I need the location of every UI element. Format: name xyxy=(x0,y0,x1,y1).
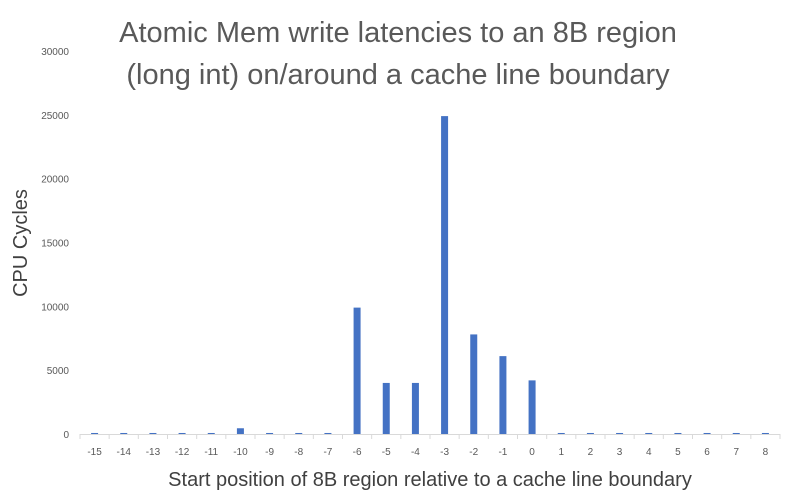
chart-title-line-2: (long int) on/around a cache line bounda… xyxy=(126,59,670,91)
bar xyxy=(528,380,536,434)
bar xyxy=(586,432,594,434)
y-tick-label: 0 xyxy=(63,430,69,441)
x-tick-label: -7 xyxy=(323,447,332,458)
x-tick-label: -13 xyxy=(146,447,161,458)
bar xyxy=(324,432,332,434)
chart-title-line-1: Atomic Mem write latencies to an 8B regi… xyxy=(119,17,677,49)
y-tick-label: 20000 xyxy=(41,175,69,186)
x-tick-label: -4 xyxy=(411,447,420,458)
x-tick-label: 1 xyxy=(558,447,564,458)
bar xyxy=(178,432,186,434)
x-tick-label: 4 xyxy=(646,447,652,458)
x-tick-label: 7 xyxy=(733,447,739,458)
bar xyxy=(441,116,449,435)
x-tick-label: -2 xyxy=(469,447,478,458)
x-axis-title: Start position of 8B region relative to … xyxy=(168,469,692,491)
x-tick-label: -1 xyxy=(498,447,507,458)
x-tick-label: -11 xyxy=(204,447,218,458)
x-tick-label: 8 xyxy=(763,447,769,458)
x-tick-label: -5 xyxy=(382,447,391,458)
bar xyxy=(295,432,303,434)
y-tick-label: 25000 xyxy=(41,111,69,122)
bar xyxy=(91,432,99,434)
bar-series xyxy=(91,116,769,435)
bar xyxy=(557,432,565,434)
x-tick-label: -6 xyxy=(353,447,362,458)
bar xyxy=(674,432,682,434)
x-tick-label: 6 xyxy=(704,447,710,458)
y-axis-ticks: 0 5000 10000 15000 20000 25000 30000 xyxy=(41,47,69,441)
x-tick-label: 2 xyxy=(588,447,594,458)
x-tick-label: 3 xyxy=(617,447,623,458)
y-tick-label: 10000 xyxy=(41,302,69,313)
y-axis-title: CPU Cycles xyxy=(10,189,32,297)
x-tick-label: 5 xyxy=(675,447,681,458)
x-axis-ticks: -15 -14 -13 -12 -11 -10 -9 -8 -7 -6 -5 -4 -3 -2 -1 0 1 2 3… xyxy=(79,434,781,458)
bar xyxy=(236,428,244,434)
bar xyxy=(761,432,769,434)
bar xyxy=(470,334,478,434)
bar xyxy=(266,432,274,434)
bar xyxy=(732,432,740,434)
bar xyxy=(616,432,624,434)
bar xyxy=(703,432,711,434)
x-tick-label: -15 xyxy=(87,447,102,458)
bar xyxy=(645,432,653,434)
y-tick-label: 30000 xyxy=(41,47,69,58)
x-tick-label: -14 xyxy=(117,447,132,458)
bar xyxy=(207,432,215,434)
x-tick-label: -12 xyxy=(175,447,190,458)
bar xyxy=(149,432,157,434)
x-tick-label: 0 xyxy=(529,447,535,458)
x-tick-label: -3 xyxy=(440,447,449,458)
x-tick-label: -10 xyxy=(233,447,248,458)
y-tick-label: 5000 xyxy=(47,366,70,377)
bar xyxy=(353,307,361,434)
bar xyxy=(411,382,419,434)
x-tick-label: -8 xyxy=(294,447,303,458)
bar xyxy=(120,432,128,434)
x-tick-label: -9 xyxy=(265,447,274,458)
bar xyxy=(382,382,390,434)
bar xyxy=(499,356,507,434)
y-tick-label: 15000 xyxy=(41,239,69,250)
